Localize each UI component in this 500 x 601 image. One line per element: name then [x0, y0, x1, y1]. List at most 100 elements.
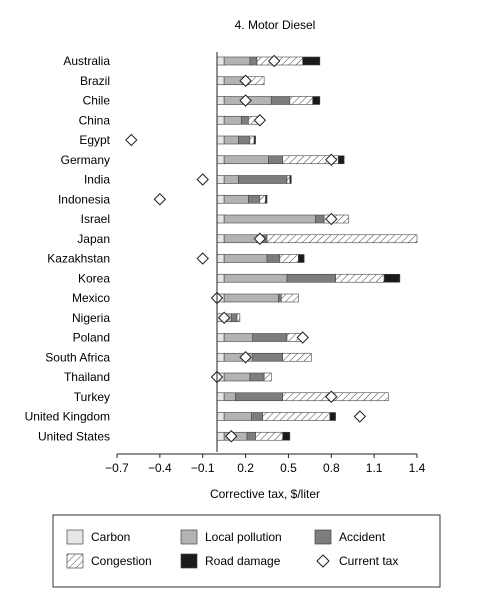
category-label-india: India: [84, 173, 110, 187]
bar-carbon-australia: [216, 56, 225, 66]
bar-congestion-korea: [335, 273, 385, 283]
category-label-australia: Australia: [63, 54, 110, 68]
x-tick-label: −0.1: [191, 461, 215, 475]
category-label-turkey: Turkey: [74, 390, 110, 404]
bar-local-pollution-korea: [223, 273, 288, 283]
x-tick-label: 1.4: [409, 461, 426, 475]
bar-road-damage-united-kingdom: [329, 412, 336, 421]
bar-carbon-turkey: [216, 392, 225, 402]
bar-road-damage-united-states: [282, 431, 291, 441]
category-label-nigeria: Nigeria: [72, 311, 110, 325]
bar-road-damage-india: [289, 175, 292, 184]
bar-local-pollution-kazakhstan: [223, 254, 268, 263]
bar-carbon-india: [216, 175, 225, 184]
bar-local-pollution-united-kingdom: [223, 412, 252, 421]
bar-local-pollution-japan: [223, 234, 258, 244]
bar-accident-nigeria: [230, 313, 238, 323]
bar-accident-india: [238, 175, 288, 184]
current-tax-marker-china: [253, 114, 267, 127]
current-tax-marker-indonesia: [153, 193, 167, 206]
bar-carbon-japan: [216, 234, 225, 244]
bar-road-damage-korea: [383, 273, 401, 283]
current-tax-marker-south-africa: [239, 351, 252, 364]
bar-carbon-united-states: [216, 431, 225, 441]
x-axis: −0.7 −0.4 −0.1 0.2 0.5 0.8 1.1 1.4: [105, 52, 426, 475]
x-tick-label: 0.5: [280, 461, 297, 475]
bar-accident-south-africa: [252, 352, 284, 362]
current-tax-marker-india: [196, 173, 209, 186]
bar-carbon-germany: [216, 155, 225, 165]
chart-title: 4. Motor Diesel: [235, 18, 316, 32]
legend-swatch-current-tax: [316, 554, 330, 568]
bar-local-pollution-australia: [223, 56, 251, 66]
bar-accident-united-kingdom: [250, 412, 264, 421]
bar-local-pollution-mexico: [223, 293, 279, 303]
bar-congestion-india: [286, 175, 291, 184]
category-label-japan: Japan: [77, 232, 110, 246]
category-label-egypt: Egypt: [79, 133, 110, 147]
bar-accident-egypt: [238, 135, 251, 145]
bar-carbon-chile: [216, 96, 225, 105]
bar-carbon-united-kingdom: [216, 412, 225, 421]
category-label-poland: Poland: [73, 331, 110, 345]
current-tax-marker-turkey: [325, 390, 338, 403]
bar-carbon-poland: [216, 333, 225, 342]
bar-congestion-mexico: [280, 293, 299, 303]
bar-road-damage-kazakhstan: [298, 254, 305, 263]
current-tax-marker-egypt: [125, 133, 138, 147]
legend-label-local-pollution: Local pollution: [205, 530, 282, 544]
category-label-indonesia: Indonesia: [58, 192, 110, 206]
bar-accident-korea: [286, 273, 336, 283]
category-label-china: China: [79, 113, 111, 127]
bar-local-pollution-thailand: [223, 372, 251, 382]
current-tax-marker-australia: [267, 54, 281, 68]
bar-road-damage-australia: [302, 56, 321, 66]
category-label-united-states: United States: [38, 429, 110, 443]
bar-road-damage-germany: [338, 155, 345, 165]
legend-label-accident: Accident: [339, 530, 386, 544]
legend-label-congestion: Congestion: [91, 554, 152, 568]
x-tick-label: −0.7: [105, 461, 129, 475]
x-tick-label: −0.4: [148, 461, 172, 475]
bar-accident-turkey: [235, 392, 284, 402]
bar-accident-chile: [270, 96, 291, 105]
bar-congestion-united-states: [255, 431, 284, 441]
legend-label-carbon: Carbon: [91, 530, 130, 544]
current-tax-marker-israel: [325, 212, 338, 226]
bar-congestion-chile: [289, 96, 314, 105]
legend-swatch-congestion: [66, 553, 84, 569]
plot-area: Australia Brazil Chile China Egypt Germany Ind…: [25, 54, 418, 443]
bar-carbon-china: [216, 115, 225, 125]
legend-swatch-road-damage: [180, 553, 198, 569]
bar-local-pollution-indonesia: [223, 194, 249, 204]
bar-congestion-indonesia: [259, 194, 266, 204]
bar-carbon-egypt: [216, 135, 225, 145]
legend-label-current-tax: Current tax: [339, 554, 398, 568]
current-tax-marker-japan: [253, 232, 267, 245]
bar-accident-indonesia: [248, 194, 261, 204]
legend-label-road-damage: Road damage: [205, 554, 281, 568]
legend-swatch-carbon: [66, 529, 84, 545]
current-tax-marker-united-states: [225, 430, 238, 443]
bar-accident-israel: [315, 214, 325, 224]
bar-carbon-south-africa: [216, 352, 225, 362]
bar-congestion-kazakhstan: [279, 254, 299, 263]
bar-accident-mexico: [278, 293, 282, 303]
current-tax-marker-united-kingdom: [353, 410, 367, 423]
bar-accident-united-states: [246, 431, 256, 441]
bar-local-pollution-germany: [223, 155, 269, 165]
category-label-mexico: Mexico: [72, 291, 110, 305]
bar-congestion-japan: [266, 234, 418, 244]
bar-road-damage-chile: [312, 96, 321, 105]
category-label-israel: Israel: [81, 212, 110, 226]
category-label-united-kingdom: United Kingdom: [25, 410, 110, 424]
category-label-south-africa: South Africa: [45, 350, 110, 364]
bar-accident-germany: [268, 155, 284, 165]
category-label-chile: Chile: [83, 94, 111, 108]
category-label-thailand: Thailand: [64, 370, 110, 384]
bar-accident-thailand: [249, 372, 265, 382]
bar-congestion-egypt: [249, 135, 255, 145]
bar-carbon-indonesia: [216, 194, 225, 204]
category-label-korea: Korea: [78, 271, 110, 285]
current-tax-marker-nigeria: [217, 311, 231, 324]
